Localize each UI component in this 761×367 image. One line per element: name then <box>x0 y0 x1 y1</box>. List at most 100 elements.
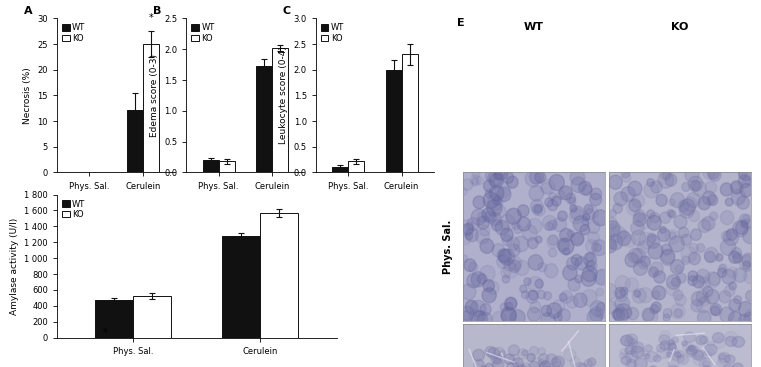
Circle shape <box>559 186 572 200</box>
Circle shape <box>617 231 631 246</box>
Circle shape <box>691 292 705 306</box>
Bar <box>143 44 159 172</box>
Circle shape <box>613 308 629 323</box>
Circle shape <box>582 266 597 281</box>
Circle shape <box>482 208 495 222</box>
Circle shape <box>497 255 510 268</box>
Circle shape <box>561 291 572 303</box>
Circle shape <box>629 339 638 347</box>
Circle shape <box>584 204 593 214</box>
Circle shape <box>502 275 510 283</box>
Circle shape <box>559 238 574 254</box>
Circle shape <box>575 275 582 283</box>
Circle shape <box>494 355 502 364</box>
Circle shape <box>571 177 586 193</box>
Bar <box>256 66 272 172</box>
Circle shape <box>665 174 677 186</box>
Circle shape <box>553 218 566 232</box>
Circle shape <box>594 243 601 252</box>
Circle shape <box>473 196 486 208</box>
Circle shape <box>648 243 663 259</box>
Circle shape <box>621 356 631 365</box>
Circle shape <box>680 199 696 215</box>
Circle shape <box>586 252 594 262</box>
Circle shape <box>477 274 487 284</box>
Circle shape <box>520 285 527 293</box>
Circle shape <box>529 186 543 201</box>
Circle shape <box>718 268 727 277</box>
Circle shape <box>668 349 676 355</box>
Circle shape <box>527 218 542 233</box>
Legend: WT, KO: WT, KO <box>320 22 345 43</box>
Circle shape <box>489 212 501 226</box>
Circle shape <box>606 217 617 229</box>
Circle shape <box>548 235 558 245</box>
Circle shape <box>675 265 683 273</box>
Circle shape <box>460 234 471 244</box>
Circle shape <box>573 216 588 232</box>
Circle shape <box>615 296 629 312</box>
Circle shape <box>504 354 514 364</box>
Circle shape <box>624 235 635 247</box>
Circle shape <box>558 211 567 221</box>
Circle shape <box>696 269 710 283</box>
Circle shape <box>720 307 734 322</box>
Circle shape <box>689 210 699 222</box>
Circle shape <box>677 355 685 362</box>
Circle shape <box>674 309 683 317</box>
Circle shape <box>644 354 650 359</box>
Circle shape <box>549 193 556 200</box>
Circle shape <box>718 352 731 362</box>
Circle shape <box>743 261 750 269</box>
Text: B: B <box>154 6 162 16</box>
Circle shape <box>501 228 513 241</box>
Circle shape <box>666 352 672 357</box>
Circle shape <box>699 336 708 344</box>
Circle shape <box>495 166 508 180</box>
Circle shape <box>495 182 510 198</box>
Circle shape <box>584 209 595 220</box>
Circle shape <box>669 232 676 239</box>
Circle shape <box>719 291 731 303</box>
Circle shape <box>620 230 629 239</box>
Circle shape <box>467 218 479 230</box>
Circle shape <box>595 269 610 285</box>
Circle shape <box>645 352 658 362</box>
Circle shape <box>683 342 693 351</box>
Circle shape <box>564 349 576 361</box>
Circle shape <box>532 204 543 215</box>
Circle shape <box>469 262 478 272</box>
Circle shape <box>478 212 488 222</box>
Circle shape <box>516 365 527 367</box>
Circle shape <box>569 208 584 224</box>
Circle shape <box>621 187 635 201</box>
Circle shape <box>502 235 512 246</box>
Circle shape <box>703 286 713 297</box>
Circle shape <box>702 351 712 359</box>
Text: E: E <box>457 18 464 28</box>
Circle shape <box>742 175 751 185</box>
Circle shape <box>663 314 670 321</box>
Circle shape <box>477 216 489 229</box>
Circle shape <box>488 195 503 210</box>
Circle shape <box>485 211 496 223</box>
Circle shape <box>616 304 624 312</box>
Circle shape <box>692 350 703 360</box>
Circle shape <box>638 256 650 269</box>
Circle shape <box>485 363 494 367</box>
Circle shape <box>486 200 502 216</box>
Circle shape <box>644 182 659 198</box>
Circle shape <box>587 309 602 325</box>
Circle shape <box>733 221 748 237</box>
Circle shape <box>535 279 543 288</box>
Circle shape <box>461 284 476 300</box>
Circle shape <box>718 353 726 360</box>
Circle shape <box>637 241 650 254</box>
Circle shape <box>722 269 736 284</box>
Circle shape <box>549 248 557 257</box>
Circle shape <box>509 355 519 364</box>
Circle shape <box>582 185 592 196</box>
Circle shape <box>591 301 605 316</box>
Circle shape <box>506 362 519 367</box>
Circle shape <box>603 239 616 253</box>
